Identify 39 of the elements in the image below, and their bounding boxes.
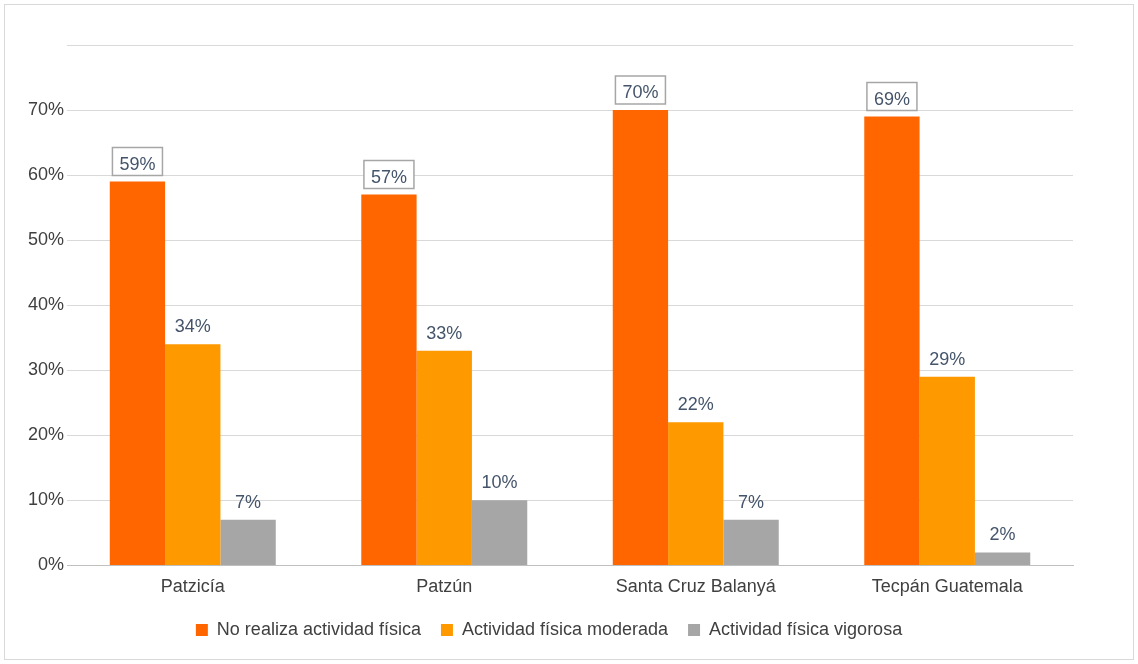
y-tick-label: 60% <box>28 164 65 185</box>
bar <box>471 500 528 565</box>
text: 34% <box>174 316 211 337</box>
bar <box>361 194 417 565</box>
text: 2% <box>989 524 1016 545</box>
text: 7% <box>738 491 765 512</box>
bar <box>919 376 975 565</box>
text: 57% <box>370 166 407 187</box>
y-tick-label: 20% <box>28 424 65 445</box>
x-tick-label: Patzicía <box>160 576 226 597</box>
y-tick-label: 30% <box>28 359 65 380</box>
text: 33% <box>426 322 463 343</box>
bar <box>220 519 276 565</box>
legend-label: Actividad física moderada <box>461 618 670 639</box>
x-tick-label: Santa Cruz Balanyá <box>615 576 777 597</box>
legend-label: No realiza actividad física <box>216 618 422 639</box>
bar <box>109 181 166 565</box>
legend-label: Actividad física vigorosa <box>709 618 904 639</box>
bar <box>974 552 1031 565</box>
y-tick-label: 50% <box>28 229 65 250</box>
y-tick-label: 40% <box>28 294 65 315</box>
y-tick-label: 10% <box>28 489 65 510</box>
text: 29% <box>929 348 966 369</box>
x-tick-label: Patzún <box>416 576 473 597</box>
text: 70% <box>622 82 659 103</box>
text: 7% <box>235 491 262 512</box>
text: 10% <box>481 472 518 493</box>
text: 22% <box>677 394 714 415</box>
text: 69% <box>873 88 910 109</box>
bar <box>165 344 221 565</box>
bar <box>668 422 724 565</box>
y-tick-label: 0% <box>38 554 65 575</box>
bar <box>612 110 669 565</box>
text: 59% <box>119 153 156 174</box>
y-tick-label: 70% <box>28 99 65 120</box>
bar <box>723 519 779 565</box>
bar <box>416 350 472 565</box>
bar <box>864 116 920 565</box>
x-tick-label: Tecpán Guatemala <box>871 576 1024 597</box>
